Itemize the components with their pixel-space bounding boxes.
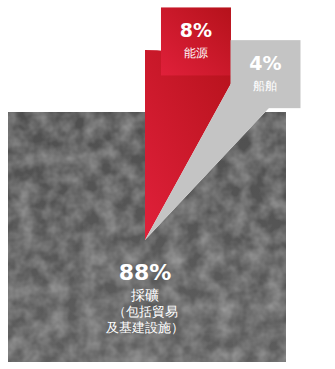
- labels: 88%採礦（包括貿易及基建設施） 8% 能源 4% 船舶: [106, 7, 300, 335]
- chart: 88%採礦（包括貿易及基建設施） 8% 能源 4% 船舶: [0, 0, 335, 369]
- value-label: 88%: [119, 260, 172, 285]
- category-label: 採礦（包括貿易及基建設施）: [106, 287, 184, 335]
- label-box: [230, 40, 300, 108]
- value-label: 4%: [249, 52, 281, 74]
- label-box: [161, 7, 231, 75]
- slice: [8, 112, 286, 362]
- category-label: 能源: [184, 46, 208, 60]
- category-label: 船舶: [253, 79, 277, 93]
- value-label: 8%: [180, 19, 212, 41]
- slices: [0, 0, 335, 369]
